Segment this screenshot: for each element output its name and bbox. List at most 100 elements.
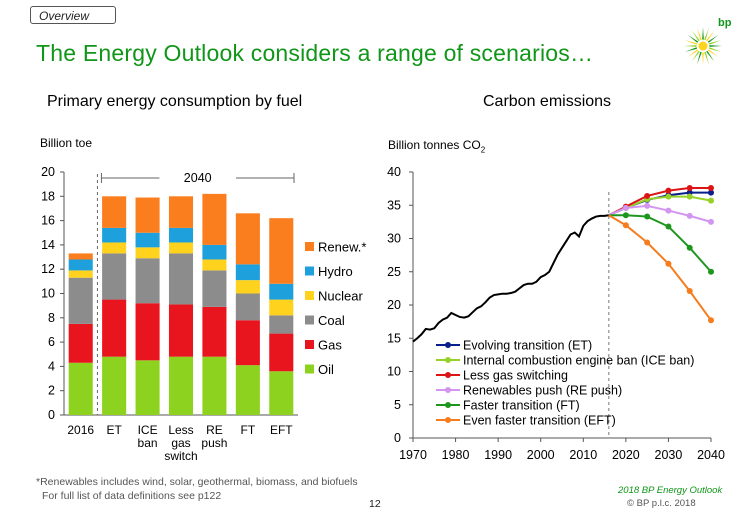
bar-re-push-coal <box>202 270 227 307</box>
y-tick-label: 0 <box>394 431 401 445</box>
bar-less-gas-switch-gas <box>168 304 194 357</box>
bar-ft-hydro <box>235 264 260 281</box>
helios-petal <box>708 47 722 52</box>
x-tick-label: 2000 <box>527 448 555 462</box>
helios-petal <box>702 27 704 41</box>
x-tick-label: EFT <box>270 423 293 437</box>
point-faster-transition-ft <box>665 223 672 230</box>
legend-marker-even-faster-transition-eft <box>445 417 451 423</box>
bar-ice-ban-renew <box>135 197 160 233</box>
helios-petals <box>684 27 722 65</box>
point-renewables-push-re-push <box>622 204 629 211</box>
helios-petal <box>684 45 698 47</box>
x-tick-label: RE <box>206 423 223 437</box>
legend-label-coal: Coal <box>318 313 345 328</box>
legend-marker-renewables-push-re-push <box>445 387 451 393</box>
point-less-gas-switching <box>665 187 672 194</box>
emissions-chart-unit: Billion tonnes CO2 <box>388 138 486 155</box>
helios-petal <box>705 30 715 42</box>
line-even-faster-transition-eft <box>608 214 712 321</box>
legend-swatch-oil <box>305 364 314 374</box>
x-tick-label: switch <box>164 449 197 463</box>
x-tick-label: 2010 <box>569 448 597 462</box>
renewables-footnote: *Renewables includes wind, solar, geothe… <box>36 476 358 488</box>
x-tick-label: push <box>201 436 227 450</box>
bar-et-renew <box>102 196 127 228</box>
helios-petal <box>708 40 722 45</box>
x-tick-label: FT <box>241 423 256 437</box>
y-tick-label: 25 <box>387 265 401 279</box>
bar-et-gas <box>102 299 127 357</box>
energy-chart-unit: Billion toe <box>40 136 93 150</box>
line-evolving-transition-et <box>608 191 711 217</box>
point-less-gas-switching <box>686 184 693 191</box>
page-number: 12 <box>369 498 381 510</box>
y-tick-label: 40 <box>387 165 401 179</box>
helios-petal <box>697 27 702 41</box>
y-tick-label: 10 <box>41 287 55 301</box>
helios-petal <box>702 51 704 65</box>
legend-label-nuclear: Nuclear <box>318 289 363 304</box>
y-tick-label: 6 <box>48 335 55 349</box>
y-tick-label: 14 <box>41 238 55 252</box>
x-tick-label: ban <box>138 436 158 450</box>
copyright: © BP p.l.c. 2018 <box>627 498 696 509</box>
helios-petal <box>705 50 715 62</box>
legend-marker-evolving-transition-et <box>445 342 451 348</box>
history-line <box>412 214 609 343</box>
bar-2016-gas <box>68 323 93 363</box>
y-tick-label: 2 <box>48 384 55 398</box>
bar-less-gas-switch-oil <box>168 356 194 415</box>
bar-ice-ban-hydro <box>135 232 160 248</box>
legend-swatch-hydro <box>305 266 314 276</box>
bar-ice-ban-gas <box>135 303 160 361</box>
point-faster-transition-ft <box>622 212 629 219</box>
bar-less-gas-switch-nuclear <box>168 242 194 254</box>
x-tick-label: ET <box>106 423 122 437</box>
bar-2016-hydro <box>68 259 93 271</box>
bar-2016-coal <box>68 277 93 324</box>
y-tick-label: 4 <box>48 359 55 373</box>
point-faster-transition-ft <box>686 244 693 251</box>
bar-re-push-nuclear <box>202 259 227 271</box>
helios-petal <box>707 34 719 44</box>
bar-ft-nuclear <box>235 280 260 294</box>
overview-tab[interactable]: Overview <box>30 6 116 24</box>
page-title: The Energy Outlook considers a range of … <box>36 40 594 66</box>
y-tick-label: 20 <box>41 165 55 179</box>
x-tick-label: 2016 <box>67 423 94 437</box>
bar-et-nuclear <box>102 242 127 254</box>
helios-petal <box>704 27 709 41</box>
point-even-faster-transition-eft <box>665 260 672 267</box>
point-renewables-push-re-push <box>665 207 672 214</box>
x-tick-label: 2040 <box>697 448 725 462</box>
point-less-gas-switching <box>644 192 651 199</box>
point-less-gas-switching <box>708 184 714 191</box>
y-tick-label: 30 <box>387 232 401 246</box>
legend-label-gas: Gas <box>318 338 342 353</box>
point-faster-transition-ft <box>708 268 714 275</box>
bp-helios-logo: bp <box>684 17 732 65</box>
bar-eft-nuclear <box>269 299 294 316</box>
x-tick-label: ICE <box>138 423 158 437</box>
x-tick-label: 2020 <box>612 448 640 462</box>
x-tick-label: 1980 <box>442 448 470 462</box>
source-label: 2018 BP Energy Outlook <box>618 485 723 496</box>
point-internal-combustion-engine-ban-ice-ban <box>708 197 714 204</box>
y-tick-label: 16 <box>41 214 55 228</box>
helios-petal <box>708 45 722 47</box>
line-renewables-push-re-push <box>608 204 712 223</box>
bar-re-push-gas <box>202 306 227 357</box>
bar-less-gas-switch-coal <box>168 253 194 305</box>
point-renewables-push-re-push <box>686 212 693 219</box>
bar-eft-oil <box>269 371 294 415</box>
bar-re-push-hydro <box>202 244 227 260</box>
legend-label-hydro: Hydro <box>318 264 353 279</box>
y-tick-label: 12 <box>41 262 55 276</box>
bar-2016-renew <box>68 253 93 260</box>
x-tick-label: Less <box>168 423 193 437</box>
legend-marker-faster-transition-ft <box>445 402 451 408</box>
helios-petal <box>707 48 719 58</box>
helios-core <box>698 41 708 51</box>
